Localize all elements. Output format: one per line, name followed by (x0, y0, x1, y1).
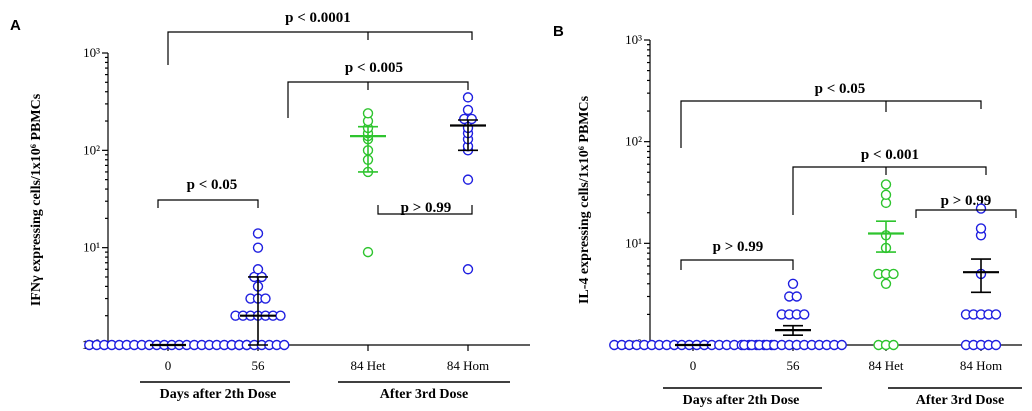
panel-a-point (462, 174, 474, 185)
panel-a-point (252, 228, 264, 239)
panel-b-pvalue-2: p < 0.001 (861, 147, 919, 163)
panel-b-y-tick-label-2: 10² (625, 134, 642, 149)
panel-a-point (279, 339, 290, 351)
panel-b-x-tick-label-0: 0 (690, 358, 697, 373)
panel-a-point (252, 242, 264, 253)
panel-a-pvalue-1: p < 0.0001 (285, 10, 351, 26)
panel-b-pvalue-3: p > 0.99 (713, 239, 764, 255)
panel-b-ylabel: IL-4 expressing cells/1x10⁶ PBMCs (577, 95, 592, 304)
panel-b-x-tick-label-3: 84 Hom (960, 358, 1002, 373)
panel-a-y-tick-label-3: 10³ (83, 45, 100, 60)
panel-a-pvalue-4: p > 0.99 (401, 200, 452, 216)
panel-b-bracket-2 (792, 166, 987, 215)
panel-a-x-tick-label-1: 56 (252, 358, 266, 373)
panel-a-x-tick-label-3: 84 Hom (447, 358, 489, 373)
panel-a-point (462, 264, 474, 275)
panel-b-point (787, 278, 799, 289)
panel-b-bracket-1 (680, 100, 982, 148)
panel-a-bracket-2 (287, 81, 469, 118)
panel-a-y-tick-label-2: 10² (83, 142, 100, 157)
panel-b-bracket-3 (680, 259, 794, 270)
panel-b-group-label-1: Days after 2th Dose (683, 393, 800, 408)
panel-a-letter: A (10, 17, 21, 34)
panel-b-point (888, 268, 899, 280)
panel-b-point (880, 179, 892, 190)
panel-b-bracket-4 (915, 209, 1017, 218)
panel-b-point (990, 339, 1002, 351)
panel-a-group-label-2: After 3rd Dose (380, 387, 468, 402)
panel-b-y-tick-label-3: 10³ (625, 32, 642, 47)
panel-a-bracket-3 (157, 199, 259, 208)
panel-a-point (462, 92, 474, 103)
panel-a-point (466, 113, 477, 125)
panel-b-group-label-2: After 3rd Dose (916, 393, 1004, 408)
panel-b-x-tick-label-1: 56 (787, 358, 801, 373)
panel-a-point (362, 246, 374, 258)
panel-a-x-tick-label-2: 84 Het (350, 358, 385, 373)
panel-b-point (880, 278, 892, 289)
panel-b-point (791, 291, 802, 302)
panel-a-point (260, 293, 271, 304)
panel-a-point (462, 104, 474, 116)
panel-b-pvalue-1: p < 0.05 (815, 81, 866, 97)
panel-a-bracket-4 (377, 205, 473, 215)
panel-b-point (836, 339, 847, 351)
panel-b-point (990, 309, 1002, 320)
panel-b-point (975, 223, 987, 234)
panel-a-point (362, 108, 374, 119)
panel-a-pvalue-3: p < 0.05 (187, 177, 238, 193)
panel-a-ylabel: IFNγ expressing cells/1x10⁶ PBMCs (29, 93, 44, 306)
panel-a-pvalue-2: p < 0.005 (345, 60, 403, 76)
panel-a-bracket-1 (167, 31, 473, 65)
panel-b-y-tick-label-1: 10¹ (625, 235, 642, 250)
panel-b-letter: B (553, 23, 564, 40)
panel-a-y-tick-label-1: 10¹ (83, 240, 100, 255)
panel-b-point (880, 189, 892, 201)
panel-b-point (888, 339, 899, 351)
panel-a-point (275, 310, 286, 321)
panel-a-point (252, 264, 264, 275)
panel-a-group-label-1: Days after 2th Dose (160, 387, 277, 402)
panel-a-x-tick-label-0: 0 (165, 358, 172, 373)
panel-b-point (799, 309, 810, 320)
panel-b-x-tick-label-2: 84 Het (868, 358, 903, 373)
panel-b-point (975, 203, 987, 214)
